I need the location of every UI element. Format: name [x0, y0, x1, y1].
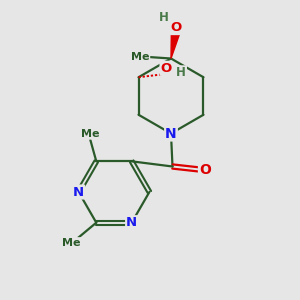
Text: N: N [165, 127, 177, 140]
Polygon shape [171, 32, 180, 58]
Text: H: H [159, 11, 169, 24]
Text: O: O [170, 21, 181, 34]
Text: H: H [176, 66, 186, 79]
Text: Me: Me [131, 52, 149, 62]
Text: O: O [199, 163, 211, 176]
Text: N: N [126, 216, 137, 229]
Text: Me: Me [81, 129, 100, 139]
Text: Me: Me [62, 238, 81, 248]
Text: N: N [73, 185, 84, 199]
Text: O: O [160, 62, 172, 75]
